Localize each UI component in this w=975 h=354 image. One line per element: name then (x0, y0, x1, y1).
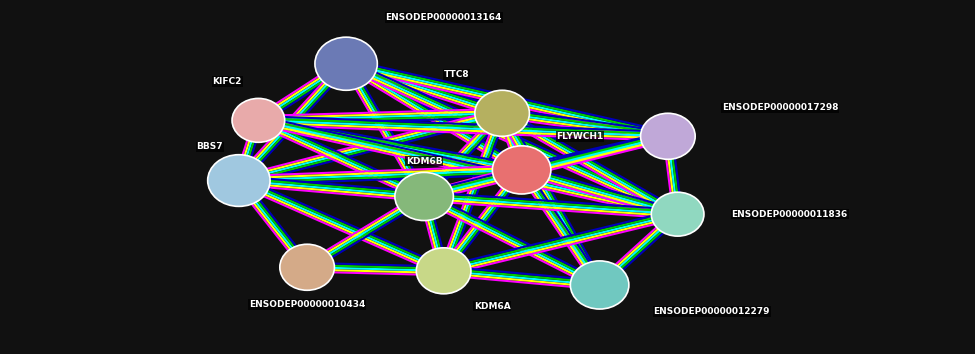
Ellipse shape (315, 37, 377, 90)
Text: KDM6A: KDM6A (474, 302, 511, 311)
Text: ENSODEP00000017298: ENSODEP00000017298 (722, 103, 838, 113)
Ellipse shape (232, 98, 285, 142)
Text: KDM6B: KDM6B (406, 156, 443, 166)
Ellipse shape (475, 90, 529, 136)
Text: KIFC2: KIFC2 (213, 77, 242, 86)
Text: ENSODEP00000013164: ENSODEP00000013164 (385, 13, 502, 22)
Ellipse shape (395, 172, 453, 221)
Ellipse shape (208, 155, 270, 206)
Ellipse shape (416, 248, 471, 294)
Text: ENSODEP00000011836: ENSODEP00000011836 (731, 210, 848, 219)
Text: TTC8: TTC8 (444, 70, 469, 79)
Text: FLYWCH1: FLYWCH1 (557, 132, 604, 141)
Ellipse shape (492, 146, 551, 194)
Ellipse shape (641, 113, 695, 159)
Text: BBS7: BBS7 (196, 142, 223, 152)
Text: ENSODEP00000012279: ENSODEP00000012279 (653, 307, 770, 316)
Ellipse shape (280, 244, 334, 290)
Ellipse shape (651, 192, 704, 236)
Text: ENSODEP00000010434: ENSODEP00000010434 (249, 300, 366, 309)
Ellipse shape (570, 261, 629, 309)
